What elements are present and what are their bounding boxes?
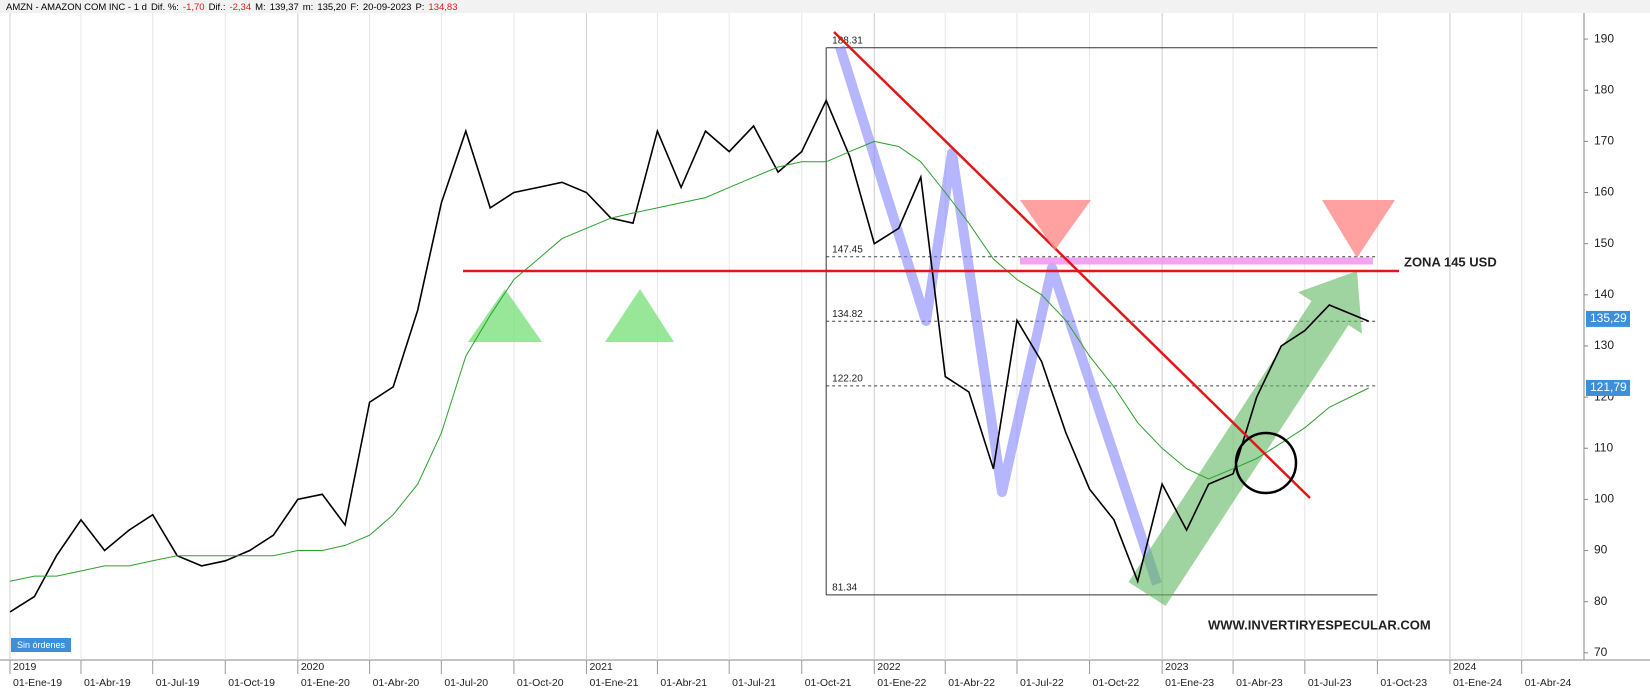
x-tick-label: 01-Ene-20 (301, 677, 350, 689)
year-label: 2019 (13, 661, 37, 673)
header-part: m: (303, 2, 314, 13)
x-tick-label: 01-Jul-21 (732, 677, 776, 689)
trendline (833, 31, 1311, 499)
header-part: 139,37 (270, 2, 299, 13)
header-bar (0, 0, 1650, 13)
orders-label: Sin órdenes (17, 640, 66, 650)
year-label: 2022 (877, 661, 901, 673)
y-tick-label: 170 (1594, 134, 1614, 148)
level-label: 147.45 (832, 244, 863, 255)
resistance-triangle (1020, 200, 1091, 250)
y-tick-label: 100 (1594, 492, 1614, 506)
x-tick-label: 01-Abr-22 (948, 677, 995, 689)
series-line (9, 98, 1370, 613)
breakout-circle (1234, 431, 1298, 495)
header-part: 134,83 (428, 2, 457, 13)
support-triangle (468, 289, 542, 342)
x-tick-label: 01-Oct-19 (228, 677, 275, 689)
header-part: 135,20 (317, 2, 346, 13)
y-tick-label: 150 (1594, 236, 1614, 250)
y-tick-label: 160 (1594, 185, 1614, 199)
x-tick-label: 01-Ene-22 (877, 677, 926, 689)
level-label: 122.20 (832, 373, 863, 384)
x-tick-label: 01-Abr-24 (1525, 677, 1572, 689)
header-part: Dif. %: (151, 2, 179, 13)
x-tick-label: 01-Oct-23 (1380, 677, 1427, 689)
year-label: 2024 (1453, 661, 1477, 673)
header: AMZN - AMAZON COM INC - 1 d Dif. %: -1,70 D… (6, 2, 457, 13)
x-tick-label: 01-Jul-20 (444, 677, 488, 689)
header-part: -2,34 (229, 2, 251, 13)
y-tick-label: 70 (1594, 645, 1608, 659)
support-triangle (605, 289, 674, 342)
last-label: 121,79 (1590, 380, 1627, 394)
y-tick-label: 90 (1594, 543, 1608, 557)
header-part: 20-09-2023 (363, 2, 412, 13)
zigzag (835, 45, 1162, 586)
y-tick-label: 130 (1594, 338, 1614, 352)
x-tick-label: 01-Jul-19 (156, 677, 200, 689)
header-part: M: (255, 2, 266, 13)
header-part: Dif.: (209, 2, 226, 13)
x-tick-label: 01-Jul-23 (1308, 677, 1352, 689)
header-part: P: (415, 2, 424, 13)
series-line (9, 140, 1369, 582)
grid (9, 13, 1523, 660)
resistance-triangle (1322, 200, 1395, 258)
x-tick-label: 01-Jul-22 (1020, 677, 1064, 689)
header-part: AMZN - AMAZON COM INC - 1 d (6, 2, 147, 13)
x-tick-label: 01-Oct-21 (805, 677, 852, 689)
header-part: -1,70 (183, 2, 205, 13)
level-label: 134.82 (832, 309, 863, 320)
website: WWW.INVERTIRYESPECULAR.COM (1208, 617, 1431, 632)
x-tick-label: 01-Abr-23 (1236, 677, 1283, 689)
zone-label: ZONA 145 USD (1404, 254, 1497, 269)
y-tick-label: 190 (1594, 31, 1614, 45)
last-label: 135,29 (1590, 311, 1627, 325)
x-tick-label: 01-Abr-21 (660, 677, 707, 689)
last-label-box (1586, 379, 1630, 396)
x-tick-label: 01-Ene-23 (1165, 677, 1214, 689)
x-tick-label: 01-Ene-21 (589, 677, 638, 689)
year-label: 2023 (1165, 661, 1189, 673)
y-tick-label: 80 (1594, 594, 1608, 608)
y-tick-label: 140 (1594, 287, 1614, 301)
level-label: 188.31 (832, 35, 863, 46)
header-part: F: (350, 2, 358, 13)
y-tick-label: 110 (1594, 440, 1613, 454)
orders-box (11, 638, 71, 652)
x-tick-label: 01-Oct-22 (1093, 677, 1140, 689)
plot (9, 98, 1370, 613)
x-tick-label: 01-Ene-19 (13, 677, 62, 689)
x-tick-label: 01-Abr-20 (373, 677, 420, 689)
x-tick-label: 01-Oct-20 (517, 677, 564, 689)
y-tick-label: 180 (1594, 82, 1614, 96)
fib-levels: 188.31 147.45 134.82 122.20 81.34 (825, 35, 1378, 596)
level-label: 81.34 (832, 582, 857, 593)
trend-arrow (1128, 271, 1362, 606)
x-tick-label: 01-Ene-24 (1453, 677, 1502, 689)
year-label: 2021 (589, 661, 613, 673)
year-label: 2020 (301, 661, 325, 673)
last-label-box (1586, 310, 1630, 327)
x-tick-label: 01-Abr-19 (84, 677, 131, 689)
